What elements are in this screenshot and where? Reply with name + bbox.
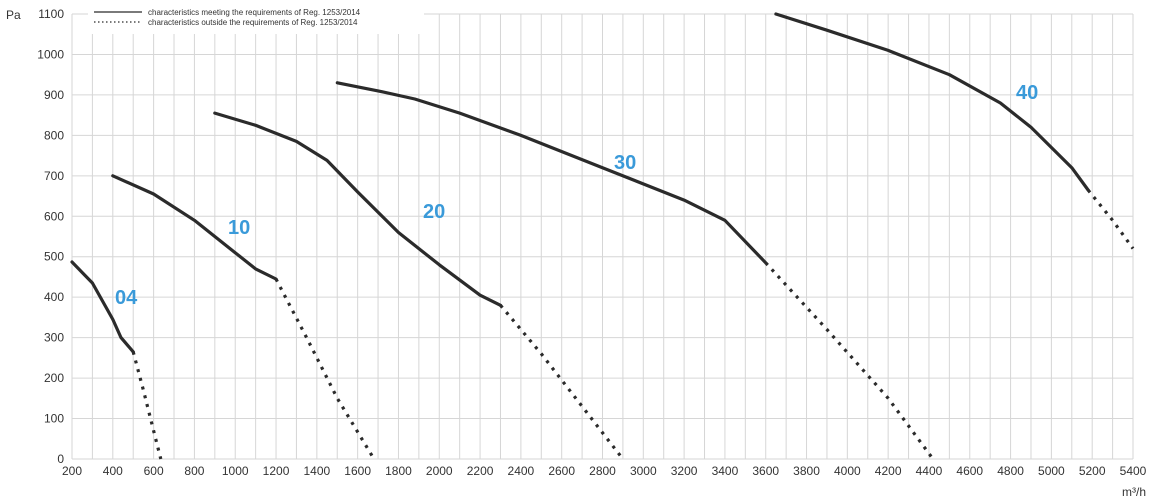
series-label-20: 20 xyxy=(423,201,445,223)
series-20-dotted-line xyxy=(499,304,625,460)
x-tick-label: 4200 xyxy=(875,464,902,478)
y-tick-label: 0 xyxy=(57,452,64,466)
y-tick-label: 400 xyxy=(44,290,64,304)
y-tick-label: 300 xyxy=(44,331,64,345)
x-tick-label: 600 xyxy=(144,464,164,478)
series-label-30: 30 xyxy=(614,152,636,174)
series-label-04: 04 xyxy=(115,287,138,309)
x-tick-label: 3000 xyxy=(630,464,657,478)
y-tick-label: 1000 xyxy=(37,47,64,61)
series-40-solid-line xyxy=(774,12,1090,192)
series-04-solid-line xyxy=(70,260,135,354)
y-tick-label: 200 xyxy=(44,371,64,385)
x-tick-label: 200 xyxy=(62,464,82,478)
series-10-solid-line xyxy=(111,174,278,281)
series-04-dotted-line xyxy=(131,351,163,460)
x-tick-label: 2200 xyxy=(467,464,494,478)
y-tick-label: 700 xyxy=(44,169,64,183)
grid xyxy=(71,13,1134,460)
x-tick-label: 2400 xyxy=(508,464,535,478)
x-tick-label: 1400 xyxy=(303,464,330,478)
x-tick-label: 4600 xyxy=(956,464,983,478)
series-30-solid-line xyxy=(335,81,768,265)
x-tick-label: 1200 xyxy=(263,464,290,478)
y-tick-label: 800 xyxy=(44,128,64,142)
x-tick-label: 3600 xyxy=(752,464,779,478)
x-tick-label: 2800 xyxy=(589,464,616,478)
x-tick-label: 4800 xyxy=(997,464,1024,478)
legend-label-solid: characteristics meeting the requirements… xyxy=(148,8,361,17)
series-label-10: 10 xyxy=(228,217,250,239)
x-tick-label: 5400 xyxy=(1120,464,1147,478)
y-tick-label: 500 xyxy=(44,250,64,264)
series-10-dotted-line xyxy=(274,278,376,460)
series-label-40: 40 xyxy=(1016,82,1038,104)
x-tick-label: 1600 xyxy=(344,464,371,478)
y-axis-label: Pa xyxy=(6,8,21,22)
x-tick-label: 4400 xyxy=(916,464,943,478)
x-axis-label: m³/h xyxy=(1122,485,1146,499)
series-labels: 04 10 20 30 40 xyxy=(115,82,1038,309)
legend: characteristics meeting the requirements… xyxy=(88,4,424,34)
legend-box xyxy=(88,4,424,34)
legend-label-dotted: characteristics outside the requirements… xyxy=(148,18,358,27)
series-40-dotted-line xyxy=(1086,188,1135,250)
x-tick-label: 2600 xyxy=(548,464,575,478)
x-tick-label: 1000 xyxy=(222,464,249,478)
y-tick-label: 100 xyxy=(44,412,64,426)
series-30-dotted-line xyxy=(764,261,935,460)
x-tick-label: 5200 xyxy=(1079,464,1106,478)
y-tick-label: 1100 xyxy=(38,7,64,21)
x-tick-label: 3800 xyxy=(793,464,820,478)
y-tick-label: 600 xyxy=(44,209,64,223)
x-tick-label: 4000 xyxy=(834,464,861,478)
x-tick-label: 5000 xyxy=(1038,464,1065,478)
x-tick-label: 400 xyxy=(103,464,123,478)
y-tick-label: 900 xyxy=(44,88,64,102)
x-tick-label: 3400 xyxy=(712,464,739,478)
x-tick-label: 2000 xyxy=(426,464,453,478)
x-tick-label: 1800 xyxy=(385,464,412,478)
x-tick-label: 3200 xyxy=(671,464,698,478)
series-lines xyxy=(70,12,1135,460)
x-tick-label: 800 xyxy=(184,464,204,478)
series-20-solid-line xyxy=(213,111,503,307)
